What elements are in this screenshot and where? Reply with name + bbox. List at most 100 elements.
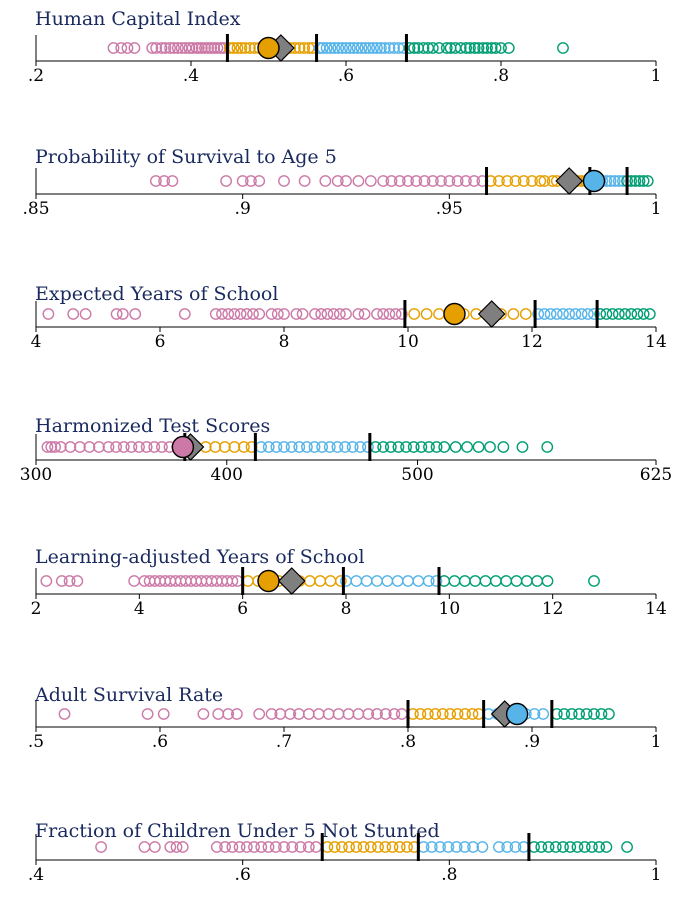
data-point-q3: [362, 441, 374, 453]
x-tick-label: 10: [439, 599, 461, 619]
data-point-q4: [629, 175, 642, 187]
x-tick-label: 1: [651, 732, 662, 752]
data-point-q2: [538, 175, 551, 187]
data-point-q4: [438, 575, 451, 587]
panel-3-title: Expected Years of School: [35, 283, 279, 305]
data-point-q1: [379, 708, 392, 720]
data-point-q2: [517, 175, 530, 187]
data-point-q1: [248, 841, 260, 853]
data-point-q1: [286, 841, 299, 853]
data-point-q2: [372, 841, 384, 853]
data-point-q1: [205, 42, 218, 54]
data-point-q1: [371, 308, 383, 320]
data-point-q3: [532, 308, 545, 320]
data-point-q2: [386, 841, 399, 853]
data-point-q4: [621, 841, 633, 853]
data-point-q3: [363, 42, 376, 54]
x-tick-label: .2: [28, 66, 44, 86]
data-point-q3: [285, 441, 298, 453]
median-marker: [257, 36, 280, 60]
data-point-q2: [408, 308, 421, 320]
data-point-q1: [443, 175, 456, 187]
data-point-q3: [575, 308, 588, 320]
data-point-q4: [464, 42, 476, 54]
data-point-q2: [243, 42, 256, 54]
data-point-q3: [509, 841, 522, 853]
data-point-q4: [531, 575, 544, 587]
data-point-q2: [298, 42, 311, 54]
panel-2-title: Probability of Survival to Age 5: [35, 146, 337, 168]
data-point-q1: [236, 175, 249, 187]
data-point-q1: [158, 175, 171, 187]
x-tick-label: 12: [542, 599, 564, 619]
data-point-q2: [451, 708, 464, 720]
x-tick-label: .4: [28, 865, 44, 885]
data-point-q4: [606, 308, 619, 320]
panel-3: 4 6 8 10 12 14: [31, 300, 667, 352]
data-point-q3: [381, 575, 394, 587]
data-point-q1: [216, 308, 228, 320]
data-point-q1: [385, 175, 398, 187]
x-tick-label: .4: [183, 66, 199, 86]
data-point-q1: [150, 42, 163, 54]
data-point-q1: [265, 308, 278, 320]
x-tick-label: .85: [22, 199, 49, 219]
data-point-q4: [433, 42, 445, 54]
data-point-q2: [209, 441, 222, 453]
data-point-q4: [460, 42, 473, 54]
data-point-q1: [340, 175, 352, 187]
data-point-q1: [435, 175, 447, 187]
data-point-q1: [294, 841, 307, 853]
data-point-q3: [371, 42, 383, 54]
data-point-q2: [238, 441, 250, 453]
data-point-q1: [49, 441, 61, 453]
median-marker: [443, 302, 466, 326]
data-point-q3: [450, 841, 463, 853]
x-tick-label: 14: [645, 332, 667, 352]
data-point-q1: [327, 308, 340, 320]
data-point-q3: [331, 441, 344, 453]
data-point-q2: [526, 175, 538, 187]
data-point-q1: [269, 841, 282, 853]
data-point-q1: [395, 708, 408, 720]
data-point-q2: [421, 708, 434, 720]
data-point-q1: [208, 42, 221, 54]
data-point-q3: [328, 42, 341, 54]
data-point-q1: [116, 308, 129, 320]
data-point-q1: [115, 42, 128, 54]
data-point-q4: [594, 308, 607, 320]
data-point-q1: [296, 308, 309, 320]
data-point-q1: [228, 308, 241, 320]
data-point-q3: [278, 441, 290, 453]
data-point-q2: [414, 708, 427, 720]
data-point-q3: [355, 42, 368, 54]
panel-4: 300 400 500 625: [20, 433, 672, 485]
data-point-q1: [377, 308, 390, 320]
data-point-q3: [501, 841, 514, 853]
panel-2: .85 .9 .95 1: [22, 167, 661, 219]
data-point-q1: [199, 42, 211, 54]
data-point-q3: [332, 42, 345, 54]
x-tick-label: .6: [235, 865, 251, 885]
data-point-q4: [510, 575, 523, 587]
data-point-q1: [395, 308, 408, 320]
data-point-q4: [440, 42, 453, 54]
data-point-q2: [223, 42, 236, 54]
data-point-q2: [334, 575, 347, 587]
data-point-q1: [157, 708, 170, 720]
data-point-q4: [516, 441, 529, 453]
data-point-q3: [360, 575, 373, 587]
data-point-q1: [262, 841, 275, 853]
panel-6-title: Adult Survival Rate: [35, 684, 224, 706]
data-point-q3: [316, 441, 329, 453]
data-point-q2: [350, 841, 363, 853]
data-point-q1: [234, 308, 247, 320]
data-point-q4: [415, 441, 428, 453]
data-point-q3: [339, 441, 351, 453]
data-point-q1: [253, 175, 266, 187]
x-tick-label: 2: [31, 599, 42, 619]
data-point-q2: [303, 575, 316, 587]
data-point-q2: [493, 175, 505, 187]
data-point-q1: [383, 308, 396, 320]
